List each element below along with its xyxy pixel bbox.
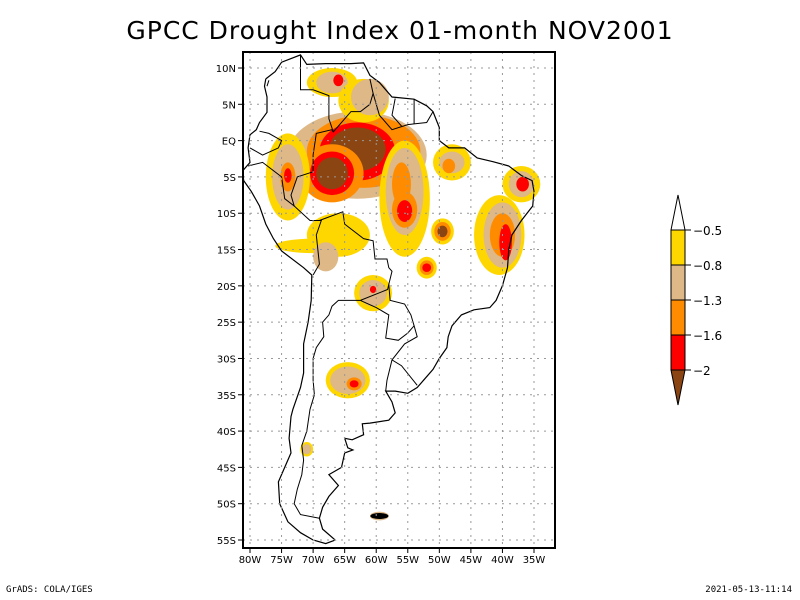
country-border xyxy=(247,161,295,207)
colorbar-label: −1.6 xyxy=(693,329,722,343)
colorbar-segment xyxy=(670,299,686,336)
chart-title: GPCC Drought Index 01-month NOV2001 xyxy=(126,16,674,45)
country-border xyxy=(290,78,374,276)
coastline-layer xyxy=(243,54,535,545)
x-tick-label: 60W xyxy=(365,555,388,566)
y-tick-label: 20S xyxy=(217,282,236,293)
y-tick-label: 5S xyxy=(223,173,236,184)
country-border xyxy=(266,80,270,87)
y-tick-label: 50S xyxy=(217,500,236,511)
drought-area xyxy=(516,176,529,192)
colorbar-label: −2 xyxy=(693,364,711,378)
y-axis: 10N 5N EQ 5S 10S 15S 20S 25S 30S 35S 40S 45S 50S 55S xyxy=(216,64,243,547)
x-tick-label: 80W xyxy=(239,555,262,566)
x-tick-label: 70W xyxy=(302,555,325,566)
y-tick-label: 25S xyxy=(217,318,236,329)
drought-area xyxy=(369,285,377,294)
drought-area xyxy=(437,225,448,238)
coastline xyxy=(243,54,535,545)
drought-area xyxy=(316,157,348,190)
country-border xyxy=(300,54,334,133)
y-tick-label: 40S xyxy=(217,427,236,438)
country-border xyxy=(385,359,393,392)
colorbar-segment xyxy=(670,229,686,266)
drought-shading-layer xyxy=(265,68,541,521)
y-tick-label: EQ xyxy=(222,137,236,148)
country-border xyxy=(293,211,393,519)
drought-area xyxy=(350,78,389,116)
x-tick-label: 50W xyxy=(428,555,451,566)
country-border xyxy=(391,98,402,127)
x-axis: 80W 75W 70W 65W 60W 55W 50W 45W 40W 35W xyxy=(239,548,546,566)
x-tick-label: 45W xyxy=(460,555,483,566)
drought-area xyxy=(397,200,413,222)
colorbar-label: −0.5 xyxy=(693,224,722,238)
drought-area xyxy=(349,380,359,388)
drought-area xyxy=(422,263,432,273)
drought-area xyxy=(275,238,351,254)
footer-timestamp: 2021-05-13-11:14 xyxy=(705,585,792,595)
colorbar-label: −0.8 xyxy=(693,259,722,273)
country-border xyxy=(249,130,283,156)
colorbar-legend: −0.5 −0.8 −1.3 −1.6 −2 xyxy=(670,194,722,406)
x-tick-label: 65W xyxy=(333,555,356,566)
map-frame xyxy=(242,51,556,549)
falkland-islands xyxy=(370,513,389,520)
colorbar-bottom-arrow xyxy=(670,369,686,406)
x-tick-label: 75W xyxy=(270,555,293,566)
y-tick-label: 10N xyxy=(216,64,236,75)
drought-area xyxy=(333,74,344,87)
drought-area xyxy=(313,242,339,272)
drought-area xyxy=(302,444,312,455)
colorbar-top-arrow xyxy=(670,194,686,231)
drought-area xyxy=(359,280,387,307)
y-tick-label: 55S xyxy=(217,536,236,547)
colorbar-label: −1.3 xyxy=(693,294,722,308)
grid-lines xyxy=(243,52,555,548)
y-tick-label: 35S xyxy=(217,391,236,402)
y-tick-label: 15S xyxy=(217,246,236,257)
country-border xyxy=(391,325,418,386)
colorbar-segment xyxy=(670,264,686,301)
y-tick-label: 5N xyxy=(222,100,236,111)
x-tick-label: 40W xyxy=(491,555,514,566)
x-tick-label: 55W xyxy=(396,555,419,566)
y-tick-label: 45S xyxy=(217,463,236,474)
x-tick-label: 35W xyxy=(523,555,546,566)
footer-credit: GrADS: COLA/IGES xyxy=(6,585,93,595)
drought-area xyxy=(284,168,292,183)
y-tick-label: 10S xyxy=(217,209,236,220)
colorbar-segment xyxy=(670,334,686,371)
country-border xyxy=(372,93,434,131)
y-tick-label: 30S xyxy=(217,354,236,365)
drought-area xyxy=(442,158,456,174)
